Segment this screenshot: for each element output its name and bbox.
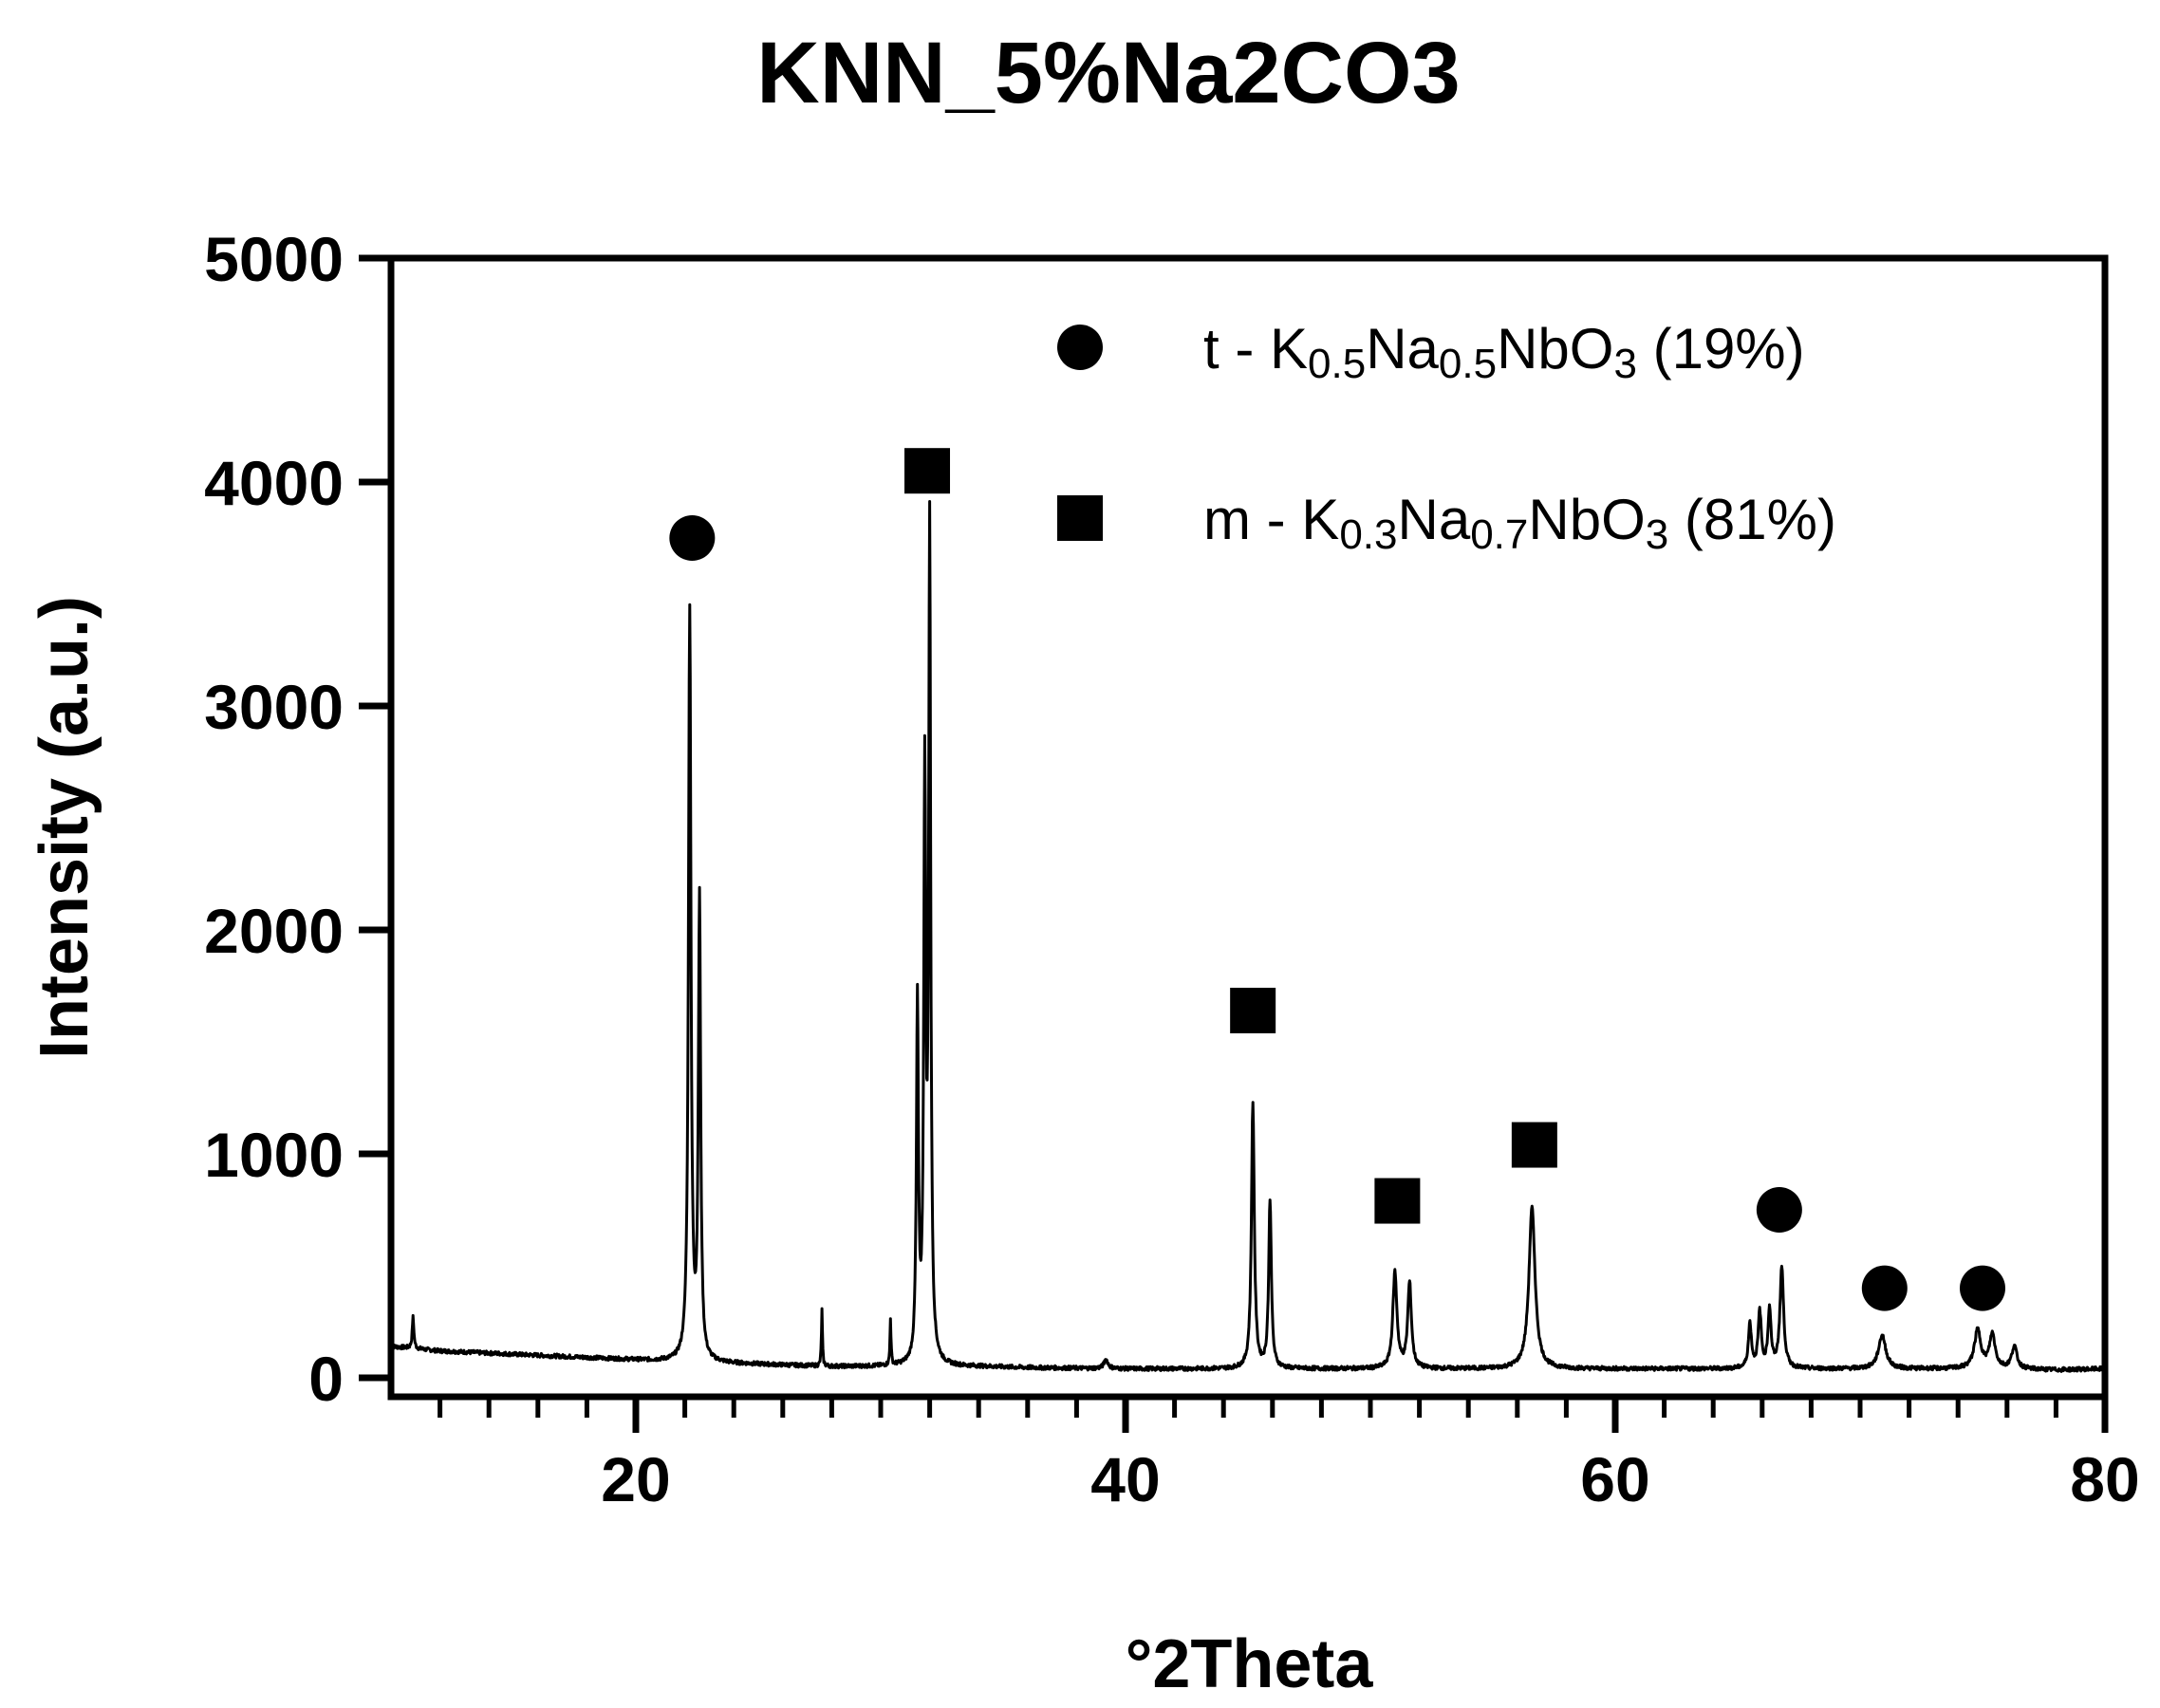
tetragonal-peak-marker [1756,1187,1802,1233]
x-axis: 20 40 60 80 [438,1397,2140,1514]
tetragonal-peak-marker [1960,1265,2005,1311]
legend-circle-symbol [1057,325,1103,370]
legend-entry-label: t - K0.5Na0.5NbO3 (19%) [1203,317,1805,387]
y-tick-label: 3000 [204,672,344,742]
y-tick-label: 4000 [204,448,344,518]
x-tick-label: 60 [1580,1444,1649,1514]
y-tick-label: 2000 [204,896,344,966]
legend: t - K0.5Na0.5NbO3 (19%) m - K0.3Na0.7NbO3… [1057,317,1836,558]
monoclinic-peak-marker [1230,987,1276,1033]
x-tick-label: 40 [1090,1444,1160,1514]
monoclinic-peak-marker [904,448,951,494]
y-axis-title: Intensity (a.u.) [27,596,102,1059]
plot-frame [387,254,2109,1401]
y-tick-label: 5000 [204,224,344,294]
legend-entry-label: m - K0.3Na0.7NbO3 (81%) [1203,488,1836,558]
x-axis-title: °2Theta [1126,1626,1374,1702]
phase-markers [669,448,2005,1311]
tetragonal-peak-marker [669,515,716,561]
y-tick-label: 0 [308,1344,344,1414]
y-tick-label: 1000 [204,1120,344,1190]
tetragonal-peak-marker [1861,1265,1908,1311]
plot-border [387,254,2109,1401]
x-tick-label: 80 [2070,1444,2139,1514]
y-axis: 0 1000 2000 3000 4000 5000 [204,224,391,1414]
legend-square-symbol [1057,495,1103,541]
monoclinic-peak-marker [1374,1178,1421,1224]
diffraction-pattern-line [390,500,2106,1373]
monoclinic-peak-marker [1511,1122,1557,1168]
x-tick-label: 20 [601,1444,670,1514]
chart-title: KNN_5%Na2CO3 [756,25,1460,121]
